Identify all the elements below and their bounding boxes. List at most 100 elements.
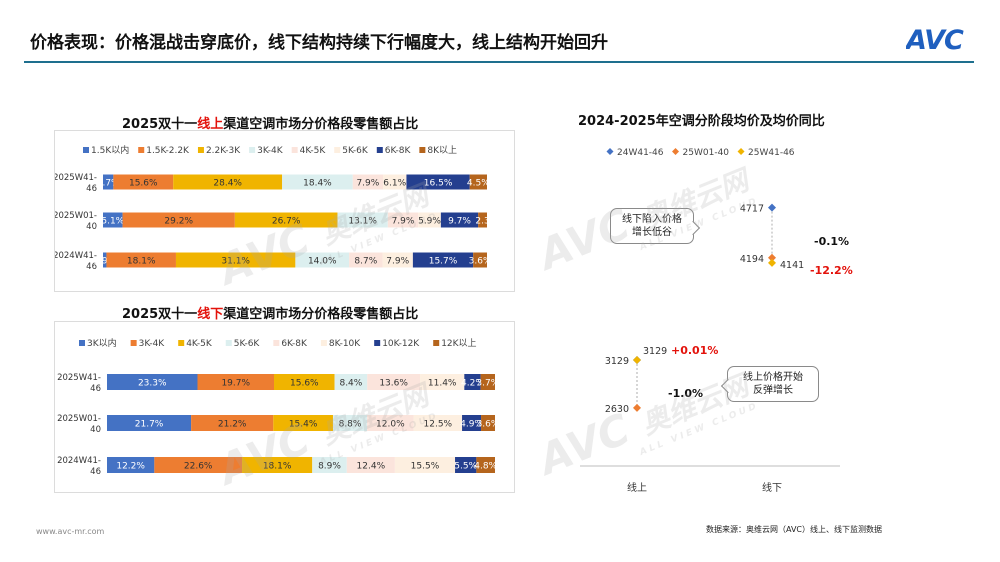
- offline-legend-label-5: 8K-10K: [329, 339, 361, 349]
- offline-bar-label-2-6: 5.5%: [454, 462, 477, 472]
- avg-yoy-offline-h1: -12.2%: [810, 264, 853, 277]
- online-bar-0-5: [383, 174, 407, 190]
- offline-category-label-2-1: 46: [90, 467, 101, 477]
- online-legend-label-5: 5K-6K: [342, 146, 369, 156]
- offline-chart-panel: 3K以内 3K-4K 4K-5K 5K-6K 6K-8K 8K-10K 10K-12K 12K…: [54, 321, 515, 493]
- offline-price-band-chart: 3K以内 3K-4K 4K-5K 5K-6K 6K-8K 8K-10K 10K-12K 12K…: [57, 337, 500, 477]
- online-bar-label-1-1: 29.2%: [164, 217, 193, 227]
- online-legend-label-1: 1.5K-2.2K: [146, 146, 190, 156]
- avg-marker-0-1: [633, 403, 641, 412]
- offline-bar-2-5: [394, 457, 456, 473]
- avg-offline-label-0: 4717: [740, 204, 764, 215]
- avg-legend-label-2: 25W41-46: [748, 148, 795, 158]
- offline-category-label-0-0: 2025W41-: [57, 373, 101, 383]
- offline-bar-label-1-6: 4.9%: [460, 420, 483, 430]
- avg-legend-marker-0: [606, 148, 614, 155]
- online-bar-1-6: [440, 212, 479, 228]
- online-bar-2-0: [103, 252, 107, 268]
- offline-legend-swatch-1: [130, 340, 137, 346]
- online-bar-label-2-0: 0.9%: [93, 257, 116, 267]
- online-category-label-0-1: 46: [86, 184, 97, 194]
- online-category-label-1-0: 2025W01-: [55, 211, 97, 221]
- offline-chart-title: 2025双十一线下渠道空调市场分价格段零售额占比: [122, 303, 418, 322]
- avg-marker-1-2: [768, 258, 776, 267]
- online-legend-swatch-7: [419, 147, 426, 153]
- avc-logo: AVC: [906, 25, 965, 54]
- offline-legend-swatch-2: [178, 340, 185, 346]
- avg-offline-label-1: 4194: [740, 254, 764, 265]
- offline-legend-label-6: 10K-12K: [382, 339, 420, 349]
- avg-legend-marker-1: [672, 148, 680, 155]
- online-legend-swatch-6: [376, 147, 383, 153]
- online-bar-label-1-4: 7.9%: [392, 217, 415, 227]
- offline-category-label-1-1: 40: [90, 425, 101, 435]
- online-chart-title: 2025双十一线上渠道空调市场分价格段零售额占比: [122, 113, 418, 132]
- offline-bar-label-0-6: 4.2%: [461, 379, 484, 389]
- title-divider: [24, 61, 974, 63]
- avg-x-label-0: 线上: [627, 481, 647, 494]
- offline-bar-label-1-5: 12.5%: [424, 420, 453, 430]
- online-legend-label-0: 1.5K以内: [91, 144, 129, 156]
- offline-bar-1-5: [413, 415, 463, 431]
- offline-legend-label-1: 3K-4K: [139, 339, 166, 349]
- offline-bar-label-0-0: 23.3%: [138, 379, 167, 389]
- online-bar-label-0-0: 2.7%: [97, 179, 120, 189]
- online-bar-0-0: [103, 174, 114, 190]
- offline-bar-label-2-1: 22.6%: [184, 462, 213, 472]
- offline-legend-label-3: 5K-6K: [234, 339, 261, 349]
- online-legend-swatch-1: [138, 147, 145, 153]
- offline-category-label-2-0: 2024W41-: [57, 456, 101, 466]
- online-bar-1-1: [122, 212, 235, 228]
- avg-marker-1-1: [768, 253, 776, 262]
- offline-bar-label-0-7: 3.7%: [476, 379, 499, 389]
- online-legend-swatch-0: [83, 147, 89, 153]
- avg-marker-0-2: [633, 356, 641, 365]
- online-bar-label-0-5: 6.1%: [383, 179, 406, 189]
- online-bar-1-3: [337, 212, 388, 228]
- online-bar-label-0-7: 4.5%: [467, 179, 490, 189]
- online-bar-1-2: [234, 212, 338, 228]
- offline-bar-label-0-3: 8.4%: [339, 379, 362, 389]
- offline-bar-label-1-0: 21.7%: [135, 420, 164, 430]
- avg-yoy-online-h1: -1.0%: [668, 387, 703, 400]
- page-title: 价格表现：价格混战击穿底价，线下结构持续下行幅度大，线上结构开始回升: [30, 33, 608, 53]
- offline-bar-0-3: [334, 374, 368, 390]
- online-callout-line2: 反弹增长: [753, 385, 793, 396]
- online-bar-label-0-2: 28.4%: [213, 179, 242, 189]
- offline-legend-label-0: 3K以内: [87, 337, 117, 349]
- online-legend-label-4: 4K-5K: [300, 146, 327, 156]
- online-bar-label-1-6: 9.7%: [448, 217, 471, 227]
- online-category-label-2-0: 2024W41-: [55, 251, 97, 261]
- avg-offline-label-2: 4141: [780, 260, 804, 271]
- online-legend-swatch-2: [197, 147, 204, 153]
- offline-bar-2-3: [312, 457, 347, 473]
- offline-bar-1-7: [481, 415, 495, 431]
- online-legend-label-6: 6K-8K: [385, 146, 412, 156]
- online-bar-label-0-1: 15.6%: [129, 179, 158, 189]
- avg-x-label-1: 线下: [762, 481, 782, 494]
- offline-bar-1-6: [462, 415, 482, 431]
- online-bar-label-1-7: 2.3: [475, 217, 489, 227]
- online-bar-1-4: [387, 212, 419, 228]
- online-chart-title-highlight: 线上: [197, 117, 224, 132]
- offline-bar-0-0: [107, 374, 198, 390]
- online-bar-label-2-1: 18.1%: [127, 257, 156, 267]
- offline-bar-label-0-4: 13.6%: [379, 379, 408, 389]
- online-category-label-1-1: 40: [86, 222, 97, 232]
- offline-category-label-1-0: 2025W01-: [57, 414, 101, 424]
- online-bar-0-2: [173, 174, 283, 190]
- online-legend-swatch-4: [291, 147, 298, 153]
- offline-legend-swatch-0: [79, 340, 85, 346]
- avg-yoy-offline: -0.1%: [814, 235, 849, 248]
- avg-online-label-2: 2630: [605, 404, 629, 415]
- online-bar-label-2-7: 3.6%: [469, 257, 492, 267]
- online-bar-label-0-3: 18.4%: [303, 179, 332, 189]
- offline-bar-label-2-0: 12.2%: [116, 462, 145, 472]
- offline-bar-label-2-7: 4.8%: [474, 462, 497, 472]
- offline-bar-2-7: [476, 457, 495, 473]
- offline-legend-swatch-7: [433, 340, 440, 346]
- online-legend-label-7: 8K以上: [427, 145, 457, 156]
- offline-bar-label-0-1: 19.7%: [221, 379, 250, 389]
- online-bar-1-5: [418, 212, 441, 228]
- online-callout-line1: 线上价格开始: [743, 372, 803, 383]
